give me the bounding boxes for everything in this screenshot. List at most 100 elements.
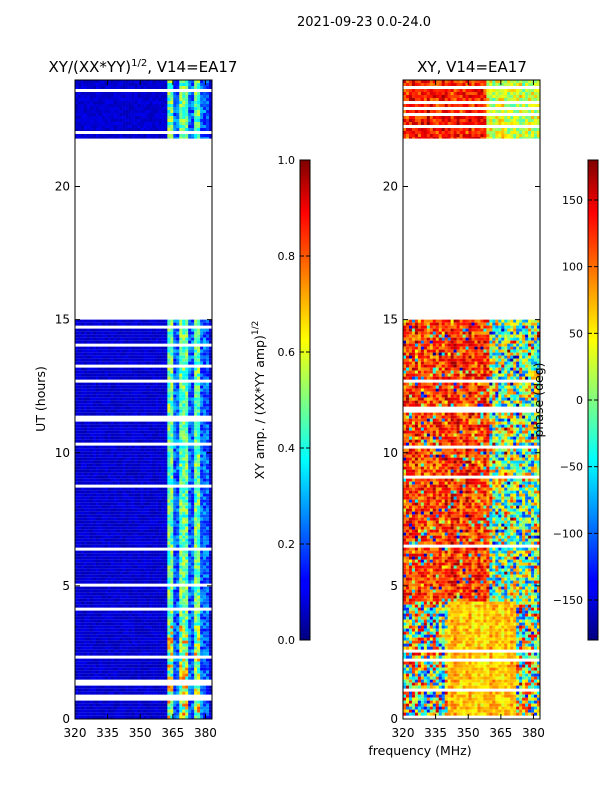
left-heat-cell	[173, 499, 177, 503]
left-heat-cell	[80, 571, 85, 575]
left-heat-cell	[107, 685, 112, 689]
left-heat-cell	[77, 499, 82, 503]
left-heat-cell	[146, 397, 150, 401]
left-heat-cell	[182, 610, 186, 614]
left-heat-cell	[155, 634, 159, 638]
left-heat-cell	[107, 604, 112, 608]
left-heat-cell	[164, 397, 168, 401]
left-heat-cell	[143, 571, 147, 575]
left-heat-cell	[191, 643, 195, 647]
left-heat-cell	[164, 631, 168, 635]
left-heat-cell	[146, 598, 150, 602]
left-heat-cell	[95, 412, 100, 416]
left-heat-cell	[131, 361, 135, 365]
left-heat-cell	[80, 670, 85, 674]
left-heat-cell	[206, 604, 210, 608]
left-heat-cell	[131, 661, 135, 665]
left-heat-cell	[128, 430, 132, 434]
left-heat-cell	[167, 388, 171, 392]
left-heat-cell	[179, 523, 183, 527]
left-heat-cell	[164, 349, 168, 353]
left-heat-cell	[185, 487, 189, 491]
left-heat-cell	[80, 502, 85, 506]
left-heat-cell	[116, 568, 120, 572]
left-heat-cell	[146, 406, 150, 410]
left-heat-cell	[194, 457, 198, 461]
left-heat-cell	[152, 337, 156, 341]
left-heat-cell	[80, 592, 85, 596]
left-heat-cell	[176, 628, 180, 632]
left-heat-cell	[209, 559, 212, 563]
left-heat-cell	[110, 625, 115, 629]
left-heat-cell	[164, 643, 168, 647]
left-heat-cell	[152, 622, 156, 626]
left-heat-cell	[191, 493, 195, 497]
left-heat-cell	[95, 496, 100, 500]
left-heat-cell	[158, 370, 162, 374]
left-heat-cell	[122, 412, 126, 416]
left-heat-cell	[170, 577, 174, 581]
left-heat-cell	[146, 550, 150, 554]
left-heat-cell	[164, 376, 168, 380]
left-heat-cell	[107, 625, 112, 629]
left-heat-cell	[155, 394, 159, 398]
left-heat-cell	[149, 565, 153, 569]
left-heat-cell	[116, 478, 120, 482]
left-heat-cell	[161, 652, 165, 656]
left-heat-cell	[161, 595, 165, 599]
left-heat-cell	[80, 565, 85, 569]
left-heat-cell	[116, 481, 120, 485]
left-heat-cell	[152, 652, 156, 656]
left-heat-cell	[179, 616, 183, 620]
left-heat-cell	[116, 565, 120, 569]
left-heat-cell	[191, 439, 195, 443]
left-heat-cell	[188, 676, 192, 680]
left-heat-cell	[101, 406, 106, 410]
left-heat-cell	[146, 469, 150, 473]
left-heat-cell	[131, 571, 135, 575]
left-heat-cell	[185, 601, 189, 605]
left-heat-cell	[86, 436, 91, 440]
left-heat-cell	[185, 349, 189, 353]
left-heat-cell	[89, 559, 94, 563]
left-heat-cell	[140, 559, 144, 563]
left-heat-cell	[137, 487, 141, 491]
left-heat-cell	[92, 427, 97, 431]
left-heat-cell	[164, 667, 168, 671]
left-heat-cell	[161, 577, 165, 581]
left-heat-cell	[200, 403, 204, 407]
left-heat-cell	[89, 478, 94, 482]
left-heat-cell	[164, 457, 168, 461]
left-heat-cell	[200, 397, 204, 401]
left-heat-cell	[116, 412, 120, 416]
left-heat-cell	[80, 469, 85, 473]
left-heat-cell	[110, 403, 115, 407]
left-heat-cell	[146, 562, 150, 566]
left-heat-cell	[116, 433, 120, 437]
left-heat-cell	[95, 376, 100, 380]
left-heat-cell	[95, 337, 100, 341]
left-heat-cell	[155, 640, 159, 644]
left-heat-cell	[140, 541, 144, 545]
left-heat-cell	[83, 445, 88, 449]
left-heat-cell	[182, 328, 186, 332]
left-heat-cell	[161, 625, 165, 629]
left-heat-cell	[209, 439, 212, 443]
left-heat-cell	[98, 613, 103, 617]
left-heat-cell	[155, 586, 159, 590]
left-heat-cell	[92, 526, 97, 530]
left-heat-cell	[116, 556, 120, 560]
left-heat-cell	[176, 631, 180, 635]
left-heat-cell	[155, 604, 159, 608]
left-heat-cell	[125, 586, 129, 590]
left-heat-cell	[140, 517, 144, 521]
left-heat-cell	[83, 409, 88, 413]
left-heat-cell	[104, 664, 109, 668]
left-heat-cell	[134, 643, 138, 647]
left-heat-cell	[83, 640, 88, 644]
left-heat-cell	[83, 403, 88, 407]
left-heat-cell	[188, 634, 192, 638]
left-heat-cell	[161, 550, 165, 554]
left-heat-cell	[185, 454, 189, 458]
left-heat-cell	[83, 592, 88, 596]
